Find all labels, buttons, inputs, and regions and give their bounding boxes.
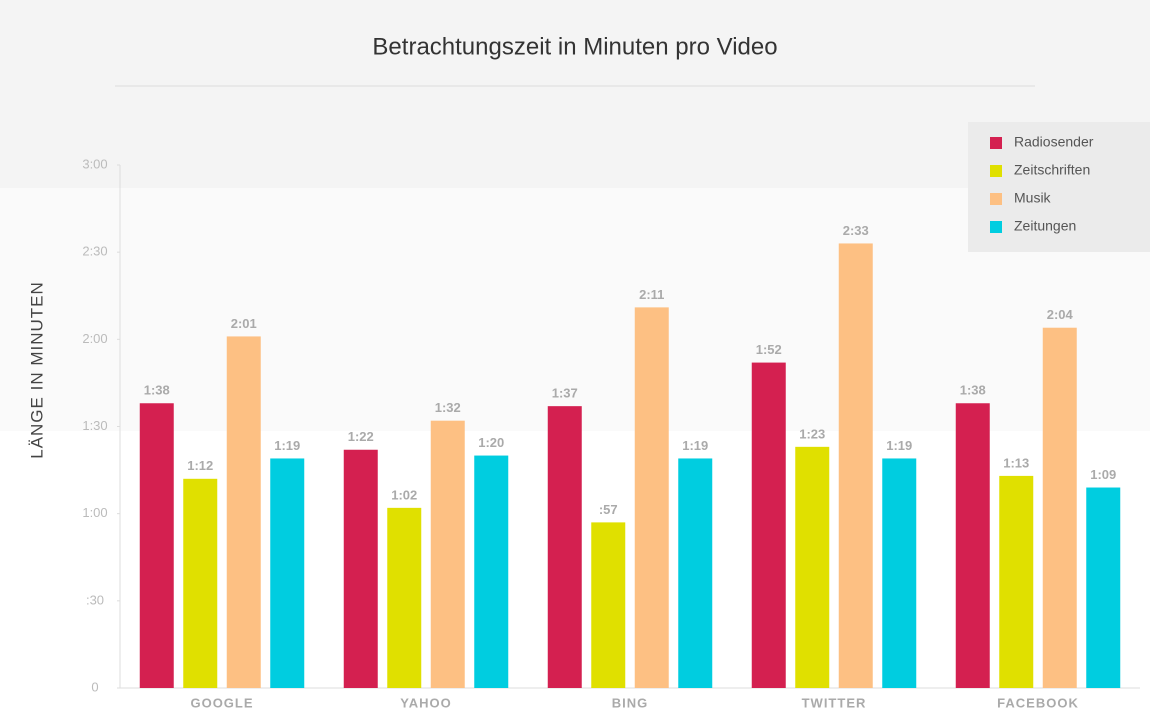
bar	[955, 403, 990, 688]
bar	[270, 458, 305, 688]
band-top	[0, 0, 1150, 188]
value-label: 1:52	[756, 342, 782, 357]
value-label: 1:22	[348, 429, 374, 444]
value-label: 1:32	[435, 400, 461, 415]
bar	[999, 475, 1034, 688]
value-label: 1:09	[1090, 467, 1116, 482]
bar	[634, 307, 669, 688]
bar	[678, 458, 713, 688]
value-label: 2:01	[231, 316, 257, 331]
bar	[1042, 327, 1077, 688]
bar	[547, 406, 582, 688]
x-tick-label: TWITTER	[802, 695, 867, 710]
bar	[226, 336, 261, 688]
value-label: 1:38	[960, 383, 986, 398]
value-label: 2:33	[843, 223, 869, 238]
value-label: 2:11	[639, 287, 664, 302]
legend-swatch	[990, 137, 1002, 149]
y-tick-label: 1:30	[82, 418, 107, 433]
y-axis-label: LÄNGE IN MINUTEN	[27, 281, 46, 459]
bar	[751, 362, 786, 688]
bar	[474, 455, 509, 688]
y-tick-label: 1:00	[82, 505, 107, 520]
legend-swatch	[990, 193, 1002, 205]
x-tick-label: YAHOO	[400, 695, 451, 710]
band-middle	[0, 188, 1150, 431]
legend-swatch	[990, 221, 1002, 233]
bar	[430, 420, 465, 688]
legend-label: Musik	[1014, 190, 1052, 206]
legend-swatch	[990, 165, 1002, 177]
y-tick-label: 3:00	[82, 156, 107, 171]
value-label: 1:13	[1003, 455, 1029, 470]
y-tick-label: 0	[91, 679, 98, 694]
value-label: :57	[599, 502, 618, 517]
bar	[1086, 487, 1121, 688]
y-tick-label: 2:00	[82, 331, 107, 346]
bar	[139, 403, 174, 688]
bar	[183, 478, 218, 688]
value-label: 1:19	[886, 438, 912, 453]
value-label: 1:19	[682, 438, 708, 453]
bar	[882, 458, 917, 688]
legend-label: Zeitungen	[1014, 218, 1076, 234]
bar	[838, 243, 873, 688]
value-label: 1:19	[274, 438, 300, 453]
value-label: 2:04	[1047, 307, 1074, 322]
y-tick-label: :30	[86, 592, 104, 607]
x-tick-label: BING	[612, 695, 649, 710]
value-label: 1:20	[478, 435, 504, 450]
legend-label: Radiosender	[1014, 134, 1094, 150]
value-label: 1:38	[144, 383, 170, 398]
x-tick-label: FACEBOOK	[997, 695, 1079, 710]
bar	[795, 446, 830, 688]
value-label: 1:12	[187, 458, 213, 473]
legend-label: Zeitschriften	[1014, 162, 1090, 178]
value-label: 1:37	[552, 386, 578, 401]
bar	[591, 522, 626, 688]
bar	[343, 449, 378, 688]
chart-title: Betrachtungszeit in Minuten pro Video	[372, 33, 777, 60]
y-tick-label: 2:30	[82, 244, 107, 259]
value-label: 1:02	[391, 487, 417, 502]
value-label: 1:23	[799, 426, 825, 441]
bar	[387, 507, 422, 688]
x-tick-label: GOOGLE	[190, 695, 253, 710]
